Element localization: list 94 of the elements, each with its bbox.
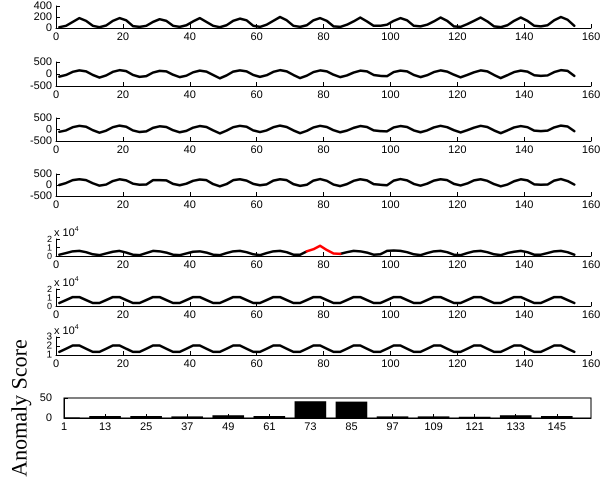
x-tick-label: 40	[184, 144, 196, 156]
x-tick-label: 40	[184, 309, 196, 321]
x-tick-label: 140	[514, 144, 534, 156]
y-tick-label: 2	[46, 340, 52, 352]
x-tick-label: 80	[317, 89, 330, 101]
y-tick-label: 50	[40, 392, 52, 404]
x-tick-label: 40	[184, 89, 196, 101]
y-tick-label: 2	[46, 234, 52, 244]
x-tick-label: 73	[304, 421, 317, 433]
x-tick-label: 160	[582, 144, 600, 156]
x-tick-label: 160	[582, 31, 600, 43]
y-tick-label: 0	[46, 124, 52, 136]
x-tick-label: 160	[582, 89, 600, 101]
x-tick-label: 100	[381, 89, 400, 101]
x-tick-label: 40	[184, 259, 196, 271]
y-tick-label: 0	[46, 412, 52, 424]
y-axis-title: Anomaly Score	[6, 339, 32, 477]
x-tick-label: 120	[448, 144, 466, 156]
x-tick-label: 120	[448, 358, 466, 370]
y-tick-label: 200	[34, 11, 52, 23]
x-tick-label: 160	[582, 199, 600, 211]
x-tick-label: 80	[317, 358, 330, 370]
x-tick-label: 145	[548, 421, 566, 433]
x-tick-label: 20	[116, 199, 129, 211]
x-tick-label: 80	[317, 259, 330, 271]
x-tick-label: 49	[222, 421, 234, 433]
x-tick-label: 60	[250, 199, 263, 211]
y-tick-label: 0	[46, 22, 52, 34]
x-tick-label: 140	[514, 259, 534, 271]
line-series	[306, 244, 342, 256]
x-tick-label: 100	[381, 144, 400, 156]
x-tick-label: 160	[582, 358, 600, 370]
y-tick-label: 1	[46, 350, 52, 360]
y-tick-label: 0	[46, 301, 52, 311]
x-tick-label: 121	[465, 421, 484, 433]
x-tick-label: 61	[263, 421, 276, 433]
x-tick-label: 80	[317, 199, 330, 211]
x-tick-label: 13	[98, 421, 112, 433]
x-tick-label: 120	[448, 309, 466, 321]
x-tick-label: 80	[317, 309, 330, 321]
x-tick-label: 100	[381, 309, 400, 321]
x-tick-label: 20	[116, 358, 129, 370]
x-tick-label: 140	[514, 31, 534, 43]
x-tick-label: 20	[116, 259, 129, 271]
x-tick-label: 120	[448, 31, 466, 43]
x-tick-label: 60	[250, 358, 263, 370]
x-tick-label: 40	[184, 358, 196, 370]
x-tick-label: 100	[381, 358, 400, 370]
y-tick-label: 1	[46, 292, 52, 302]
x-tick-label: 109	[424, 421, 443, 433]
y-tick-label: 500	[34, 168, 52, 180]
y-tick-label: 0	[46, 179, 52, 191]
y-tick-label: -500	[30, 135, 52, 147]
x-tick-label: 100	[381, 199, 400, 211]
x-tick-label: 80	[317, 31, 330, 43]
y-tick-label: -500	[30, 80, 52, 92]
x-tick-label: 100	[381, 259, 400, 271]
x-tick-label: 140	[514, 89, 534, 101]
x-tick-label: 133	[506, 421, 525, 433]
y-tick-label: -500	[30, 190, 52, 202]
y-tick-label: 400	[34, 0, 52, 12]
x-tick-label: 85	[345, 421, 358, 433]
x-tick-label: 1	[60, 421, 68, 433]
x-tick-label: 20	[116, 89, 129, 101]
y-tick-label: 1	[46, 242, 52, 252]
x-tick-label: 140	[514, 199, 534, 211]
x-tick-label: 37	[181, 421, 194, 433]
y-tick-label: 0	[46, 251, 52, 261]
y-tick-label: 3	[46, 332, 52, 342]
x-tick-label: 40	[184, 199, 196, 211]
x-tick-label: 140	[514, 309, 534, 321]
x-tick-label: 60	[250, 144, 263, 156]
x-tick-label: 60	[250, 89, 263, 101]
y-tick-label: 500	[34, 112, 52, 124]
x-tick-label: 60	[250, 259, 263, 271]
y-tick-label: 500	[34, 56, 52, 68]
x-tick-label: 40	[184, 31, 196, 43]
x-tick-label: 20	[116, 31, 129, 43]
x-tick-label: 120	[448, 89, 466, 101]
x-tick-label: 20	[116, 144, 129, 156]
x-tick-label: 160	[582, 309, 600, 321]
y-tick-label: 2	[46, 284, 52, 294]
x-tick-label: 140	[514, 358, 534, 370]
x-tick-label: 60	[250, 31, 263, 43]
x-tick-label: 20	[116, 309, 129, 321]
x-tick-label: 80	[317, 144, 330, 156]
x-tick-label: 100	[381, 31, 400, 43]
x-tick-label: 120	[448, 259, 466, 271]
y-tick-label: 0	[46, 68, 52, 80]
x-tick-label: 60	[250, 309, 263, 321]
x-tick-label: 160	[582, 259, 600, 271]
x-tick-label: 120	[448, 199, 466, 211]
x-tick-label: 97	[386, 421, 399, 433]
x-tick-label: 25	[140, 421, 152, 433]
